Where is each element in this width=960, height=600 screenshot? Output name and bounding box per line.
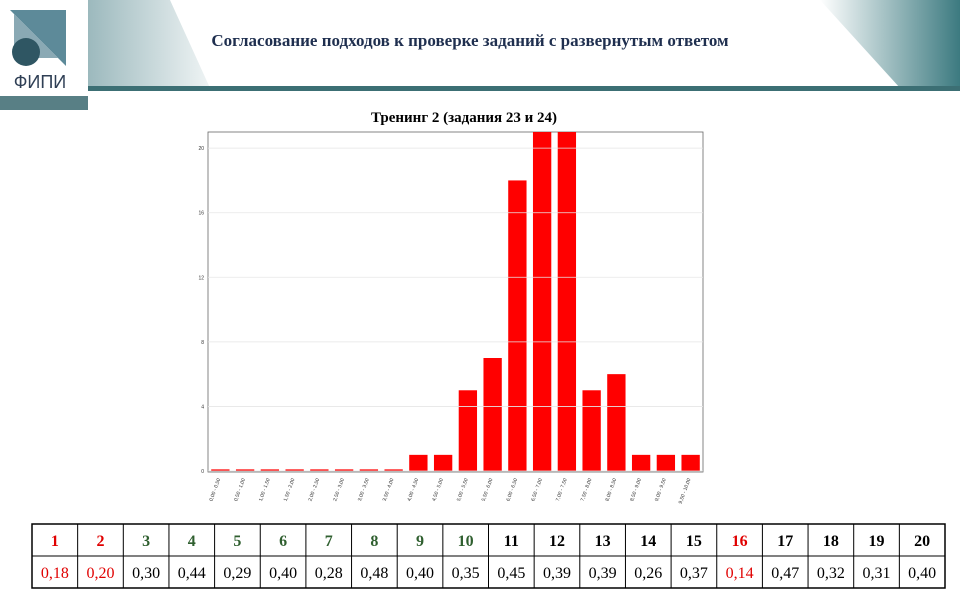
x-tick-label: 4,00 - 4,50 [406, 477, 420, 502]
table-header-cell: 11 [504, 533, 519, 550]
plot-frame [207, 131, 704, 473]
bar [334, 469, 354, 471]
y-tick-label: 8 [201, 340, 204, 346]
x-tick-label: 3,50 - 4,00 [382, 477, 396, 502]
y-tick-label: 20 [198, 146, 204, 152]
table-value-cell: 0,40 [908, 565, 936, 582]
table-value-cell: 0,35 [452, 565, 480, 582]
header-decor [820, 0, 960, 88]
table-value-cell: 0,47 [771, 565, 799, 582]
bar [631, 454, 651, 471]
table-header-cell: 4 [188, 533, 196, 550]
table-header-cell: 13 [595, 533, 611, 550]
table-value-cell: 0,40 [269, 565, 297, 582]
x-tick-label: 0,00 - 0,50 [208, 477, 222, 502]
bar [532, 132, 552, 471]
table-value-cell: 0,40 [406, 565, 434, 582]
table-value-cell: 0,14 [726, 565, 754, 582]
logo-base [0, 96, 88, 110]
y-tick-label: 16 [198, 211, 204, 217]
y-tick-label: 12 [198, 275, 204, 281]
header-band [80, 86, 960, 91]
table-value-cell: 0,18 [41, 565, 69, 582]
table-value-cell: 0,20 [86, 565, 114, 582]
y-tick-label: 4 [201, 404, 204, 410]
bar [557, 132, 577, 471]
table-header-cell: 1 [51, 533, 59, 550]
table-header-cell: 15 [686, 533, 702, 550]
table-header-cell: 14 [640, 533, 656, 550]
table-value-cell: 0,26 [634, 565, 662, 582]
x-tick-label: 1,50 - 2,00 [283, 477, 297, 502]
bar [656, 454, 676, 471]
table-value-cell: 0,28 [315, 565, 343, 582]
table-value-cell: 0,32 [817, 565, 845, 582]
table-value-cell: 0,45 [497, 565, 525, 582]
y-tick-label: 0 [201, 469, 204, 475]
table-header-cell: 18 [823, 533, 839, 550]
table-value-cell: 0,44 [178, 565, 206, 582]
x-tick-label: 8,00 - 8,50 [604, 477, 618, 502]
table-header-cell: 19 [869, 533, 885, 550]
table-header-cell: 17 [777, 533, 793, 550]
bar [582, 390, 601, 471]
x-tick-label: 3,00 - 3,50 [357, 477, 371, 502]
x-tick-label: 5,50 - 6,00 [481, 477, 495, 502]
table-header-cell: 7 [325, 533, 333, 550]
bar [285, 469, 304, 471]
bar [483, 358, 502, 471]
x-tick-label: 6,00 - 6,50 [505, 477, 519, 502]
x-tick-label: 7,50 - 8,00 [580, 477, 594, 502]
table-header-cell: 20 [914, 533, 930, 550]
bar [310, 469, 329, 471]
table-header-cell: 12 [549, 533, 565, 550]
bar [607, 374, 626, 471]
x-tick-label: 9,50 - 10,00 [678, 477, 693, 504]
bar [508, 180, 527, 471]
x-tick-label: 6,50 - 7,00 [530, 477, 544, 502]
bar [681, 454, 700, 471]
x-tick-label: 8,50 - 9,00 [629, 477, 643, 502]
table-value-cell: 0,39 [589, 565, 617, 582]
chart-title: Тренинг 2 (задания 23 и 24) [371, 110, 557, 126]
table-header-cell: 5 [233, 533, 241, 550]
table-header-cell: 9 [416, 533, 424, 550]
table-header-cell: 3 [142, 533, 150, 550]
x-tick-label: 2,50 - 3,00 [332, 477, 346, 502]
x-tick-label: 4,50 - 5,00 [431, 477, 445, 502]
bar [359, 469, 379, 471]
bar [384, 469, 403, 471]
slide-title: Согласование подходов к проверке заданий… [211, 31, 729, 50]
header-decor [80, 0, 210, 88]
table-value-cell: 0,39 [543, 565, 571, 582]
x-tick-label: 2,00 - 2,50 [307, 477, 321, 502]
bar [409, 454, 428, 471]
bar [211, 469, 230, 471]
bar [260, 469, 280, 471]
bar [235, 469, 255, 471]
table-header-cell: 10 [458, 533, 474, 550]
table-value-cell: 0,31 [863, 565, 891, 582]
logo-circle [12, 38, 40, 66]
x-tick-label: 0,50 - 1,00 [233, 477, 247, 502]
table-value-cell: 0,30 [132, 565, 160, 582]
table-value-cell: 0,48 [360, 565, 388, 582]
table-header-cell: 6 [279, 533, 287, 550]
x-tick-label: 5,00 - 5,50 [456, 477, 470, 502]
bar [433, 454, 453, 471]
logo-text: ФИПИ [14, 72, 67, 92]
table-header-cell: 2 [96, 533, 104, 550]
table-header-cell: 8 [370, 533, 378, 550]
table-value-cell: 0,37 [680, 565, 708, 582]
table-header-cell: 16 [732, 533, 748, 550]
x-tick-label: 1,00 - 1,50 [258, 477, 272, 502]
bar [458, 390, 478, 471]
table-value-cell: 0,29 [223, 565, 251, 582]
x-tick-label: 7,00 - 7,50 [555, 477, 569, 502]
x-tick-label: 9,00 - 9,50 [654, 477, 668, 502]
